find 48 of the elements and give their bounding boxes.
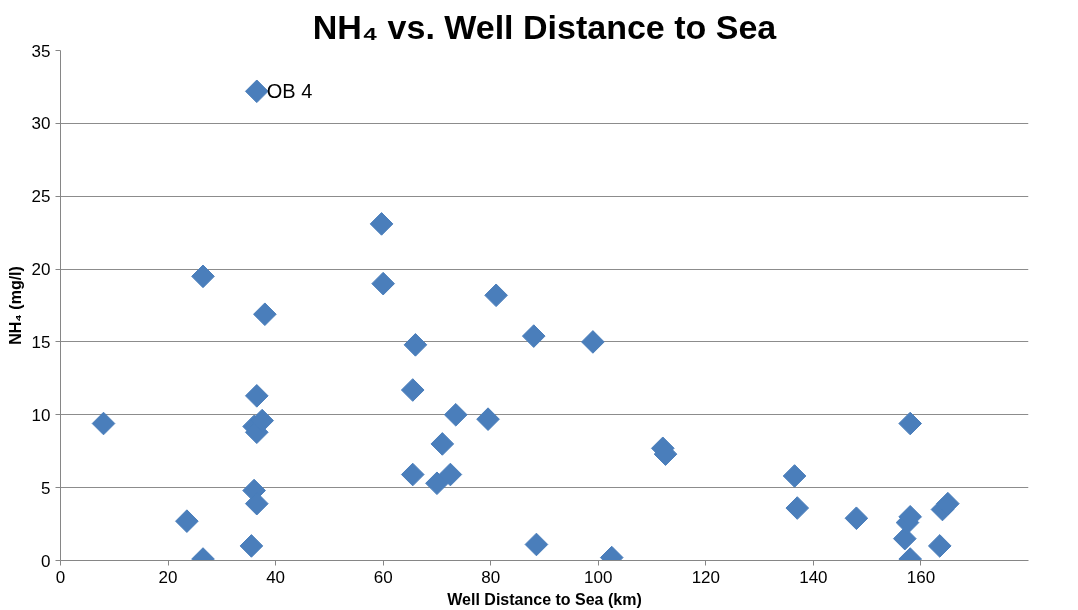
- point: [581, 330, 605, 354]
- point: [91, 411, 116, 436]
- x-tick-label: 80: [481, 567, 501, 587]
- y-axis-title: NH₄ (mg/l): [6, 266, 24, 345]
- chart-title: NH₄ vs. Well Distance to Sea: [312, 7, 778, 46]
- point: [927, 534, 952, 558]
- point: [369, 212, 394, 236]
- annotation: OB 4: [266, 80, 313, 103]
- point: [244, 384, 269, 408]
- x-tick-label: 0: [55, 567, 66, 587]
- point: [244, 79, 269, 104]
- point: [425, 471, 449, 496]
- x-axis-title: Well Distance to Sea (km): [447, 590, 642, 608]
- point: [484, 283, 508, 308]
- y-tick-label: 0: [41, 551, 51, 571]
- point: [253, 302, 277, 327]
- x-tick-label: 60: [373, 567, 393, 587]
- point: [191, 264, 215, 289]
- y-tick-label: 15: [31, 332, 51, 352]
- y-tick-label: 35: [31, 41, 51, 61]
- x-tick-label: 40: [266, 567, 286, 587]
- point: [400, 378, 425, 402]
- point: [844, 506, 869, 531]
- x-tick-label: 20: [158, 567, 178, 587]
- point: [898, 411, 922, 436]
- point: [476, 407, 500, 431]
- y-tick-label: 10: [31, 405, 51, 425]
- point: [175, 509, 199, 533]
- point: [400, 462, 425, 487]
- point: [443, 402, 468, 427]
- point: [438, 462, 463, 487]
- y-tick-label: 30: [31, 114, 51, 134]
- point: [239, 534, 264, 558]
- point: [782, 464, 807, 488]
- point: [403, 333, 428, 357]
- point: [521, 324, 546, 348]
- y-tick-label: 25: [31, 187, 51, 207]
- x-tick-label: 120: [691, 567, 721, 587]
- x-tick-label: 100: [584, 567, 613, 587]
- x-tick-label: 160: [906, 567, 936, 587]
- point: [371, 271, 395, 296]
- point: [936, 491, 960, 516]
- y-tick-label: 20: [31, 260, 51, 280]
- point: [785, 496, 810, 520]
- point: [524, 532, 549, 557]
- y-tick-label: 5: [41, 478, 51, 498]
- point: [430, 432, 455, 456]
- x-tick-label: 140: [799, 567, 828, 587]
